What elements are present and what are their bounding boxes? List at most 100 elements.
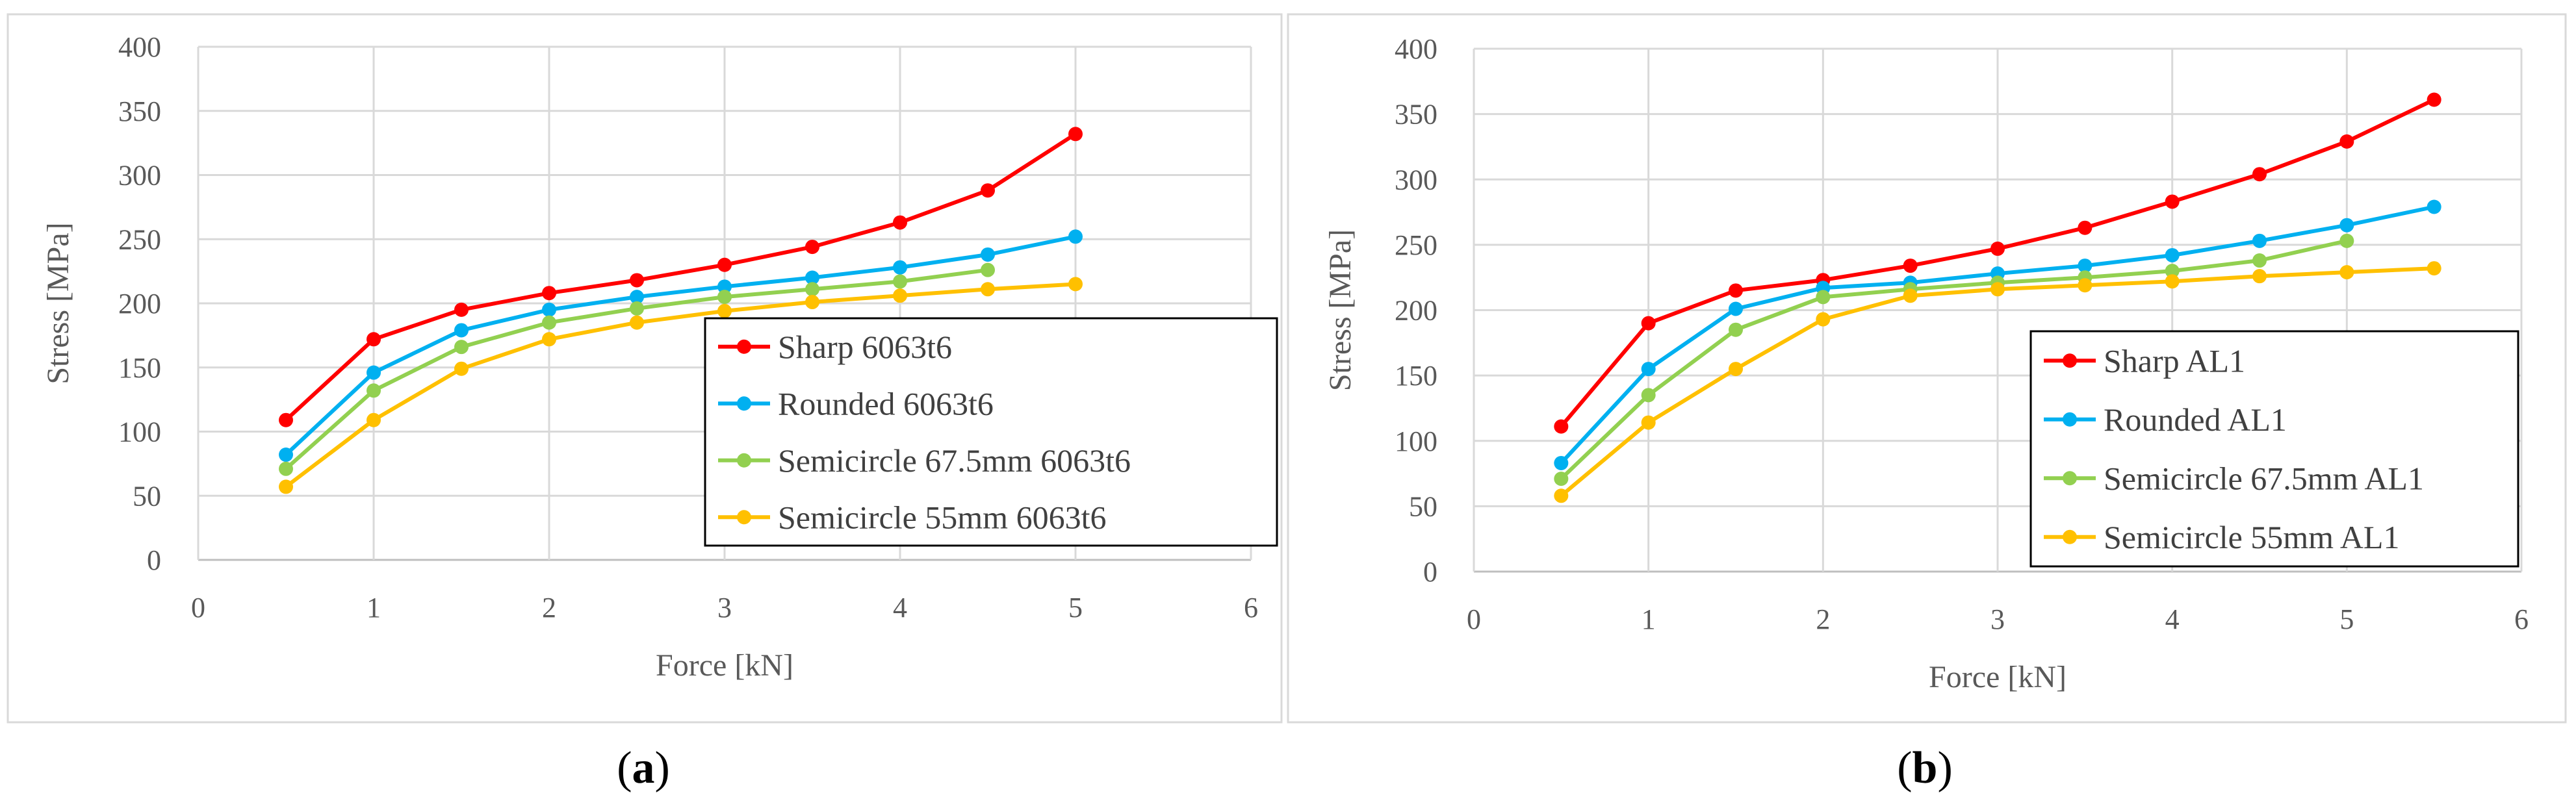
y-tick-label-a: 0 <box>147 544 161 576</box>
data-point-b-0 <box>1990 241 2005 256</box>
data-point-b-0 <box>1554 419 1569 434</box>
data-point-a-2 <box>630 301 644 316</box>
data-point-b-2 <box>2252 253 2267 268</box>
legend-swatch-marker-b <box>2063 353 2077 368</box>
y-tick-label-b: 200 <box>1395 295 1437 327</box>
data-point-a-1 <box>893 260 907 275</box>
data-point-b-1 <box>1641 362 1656 377</box>
data-point-a-3 <box>893 288 907 303</box>
data-point-b-3 <box>2427 261 2441 276</box>
data-point-b-0 <box>2078 220 2093 235</box>
data-point-b-1 <box>1729 301 1743 316</box>
legend-box-b <box>2029 330 2519 568</box>
data-point-b-2 <box>1554 472 1569 486</box>
y-tick-label-a: 300 <box>118 160 161 192</box>
y-tick-label-b: 250 <box>1395 229 1437 261</box>
data-point-a-3 <box>805 295 819 310</box>
data-point-b-1 <box>2252 233 2267 248</box>
data-point-b-3 <box>2078 278 2093 293</box>
y-tick-label-a: 400 <box>118 31 161 63</box>
data-point-a-3 <box>367 412 381 427</box>
data-point-b-2 <box>1816 290 1831 305</box>
y-tick-label-a: 200 <box>118 288 161 320</box>
x-tick-label-b: 4 <box>2165 603 2180 635</box>
data-point-b-3 <box>1903 288 1918 303</box>
series-line-a-1 <box>284 234 1076 457</box>
data-point-b-0 <box>1903 259 1918 273</box>
data-point-b-1 <box>2165 247 2180 262</box>
x-tick-label-a: 4 <box>893 592 907 624</box>
series-line-b-2 <box>1560 238 2347 481</box>
caption-a: (a) <box>617 743 670 793</box>
data-point-b-3 <box>2339 265 2354 280</box>
series-line-a-3 <box>285 282 1076 488</box>
x-tick-label-a: 2 <box>542 592 556 624</box>
x-tick-label-b: 2 <box>1816 603 1830 635</box>
data-point-a-1 <box>454 323 469 338</box>
legend-label-a: Semicircle 55mm 6063t6 <box>778 499 1106 535</box>
data-point-b-3 <box>2165 274 2180 289</box>
data-point-a-0 <box>805 240 819 255</box>
data-point-b-1 <box>1554 455 1569 470</box>
data-point-b-3 <box>1729 362 1743 377</box>
x-axis-title-b: Force [kN] <box>1929 660 2067 694</box>
data-point-a-3 <box>454 361 469 376</box>
y-tick-label-b: 100 <box>1395 425 1437 457</box>
legend-swatch-marker-b <box>2063 529 2077 544</box>
y-tick-label-a: 350 <box>118 95 161 127</box>
data-point-b-3 <box>1816 312 1831 327</box>
chart-b: 0 50 100 150 200 250 300 350 400 0 1 2 3 4 5 6 Force [kN… <box>1323 33 2529 694</box>
legend-label-b: Semicircle 67.5mm AL1 <box>2104 460 2424 496</box>
y-tick-label-b: 0 <box>1423 556 1437 588</box>
y-tick-label-a: 50 <box>133 480 161 512</box>
x-tick-label-b: 5 <box>2339 603 2354 635</box>
y-axis-title-a: Stress [MPa] <box>41 222 75 384</box>
data-point-b-1 <box>2339 218 2354 233</box>
data-point-a-2 <box>893 274 907 289</box>
data-point-a-2 <box>542 315 556 330</box>
data-point-a-3 <box>1068 277 1083 292</box>
data-point-a-3 <box>630 315 644 330</box>
data-point-a-1 <box>630 290 644 305</box>
x-tick-label-a: 0 <box>191 592 205 624</box>
x-tick-label-a: 5 <box>1068 592 1083 624</box>
data-point-a-2 <box>279 461 293 476</box>
y-tick-label-a: 150 <box>118 352 161 384</box>
x-tick-label-a: 6 <box>1244 592 1258 624</box>
data-point-a-0 <box>542 286 556 301</box>
data-point-a-0 <box>454 302 469 317</box>
caption-b: (b) <box>1897 743 1953 793</box>
legend-swatch-marker-a <box>737 510 751 525</box>
data-point-b-3 <box>2252 269 2267 284</box>
data-point-b-0 <box>2252 167 2267 182</box>
data-point-a-1 <box>1068 229 1083 244</box>
x-tick-label-b: 0 <box>1467 603 1481 635</box>
data-point-a-3 <box>279 479 293 494</box>
data-point-b-0 <box>2339 134 2354 149</box>
legend-label-a: Sharp 6063t6 <box>778 329 952 365</box>
data-point-a-0 <box>367 332 381 347</box>
data-point-a-0 <box>630 273 644 288</box>
data-point-a-3 <box>717 303 732 318</box>
data-point-b-1 <box>2427 199 2441 214</box>
data-point-b-0 <box>2427 92 2441 107</box>
x-tick-label-a: 1 <box>367 592 381 624</box>
data-point-b-0 <box>2165 194 2180 209</box>
data-point-a-1 <box>805 270 819 285</box>
panel-b-frame <box>1287 13 2567 724</box>
data-point-b-1 <box>2078 259 2093 273</box>
data-point-b-3 <box>1990 282 2005 297</box>
data-point-a-0 <box>893 215 907 230</box>
legend-swatch-marker-b <box>2063 412 2077 427</box>
x-tick-label-a: 3 <box>717 592 732 624</box>
x-tick-label-b: 3 <box>1990 603 2005 635</box>
data-point-a-1 <box>367 365 381 380</box>
y-tick-label-b: 150 <box>1395 360 1437 392</box>
data-point-a-3 <box>542 332 556 347</box>
legend-label-b: Sharp AL1 <box>2104 342 2245 379</box>
y-axis-title-b: Stress [MPa] <box>1323 229 1358 391</box>
data-point-a-1 <box>279 448 293 462</box>
data-point-a-2 <box>717 290 732 305</box>
data-point-a-2 <box>981 262 995 277</box>
